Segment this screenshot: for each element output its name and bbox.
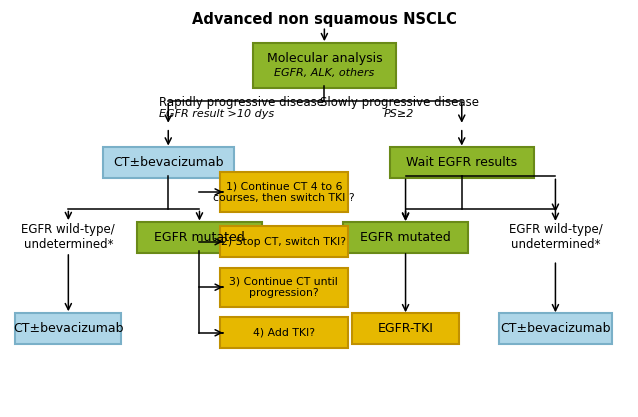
Text: 2) Stop CT, switch TKI?: 2) Stop CT, switch TKI? xyxy=(221,236,346,246)
FancyBboxPatch shape xyxy=(15,313,121,344)
FancyBboxPatch shape xyxy=(219,268,348,307)
FancyBboxPatch shape xyxy=(352,313,459,344)
Text: EGFR wild-type/
undetermined*: EGFR wild-type/ undetermined* xyxy=(22,224,115,251)
FancyBboxPatch shape xyxy=(103,147,234,178)
Text: Wait EGFR results: Wait EGFR results xyxy=(406,156,517,169)
Text: CT±bevacizumab: CT±bevacizumab xyxy=(500,322,611,335)
Text: Rapidly progressive disease: Rapidly progressive disease xyxy=(159,96,324,109)
FancyBboxPatch shape xyxy=(219,172,348,211)
Text: CT±bevacizumab: CT±bevacizumab xyxy=(13,322,124,335)
Text: Molecular analysis: Molecular analysis xyxy=(267,53,382,65)
Text: CT±bevacizumab: CT±bevacizumab xyxy=(113,156,223,169)
Text: EGFR-TKI: EGFR-TKI xyxy=(378,322,433,335)
FancyBboxPatch shape xyxy=(137,222,262,253)
Text: EGFR mutated: EGFR mutated xyxy=(360,231,451,244)
FancyBboxPatch shape xyxy=(219,226,348,257)
FancyBboxPatch shape xyxy=(219,317,348,348)
Text: 1) Continue CT 4 to 6
courses, then switch TKI ?: 1) Continue CT 4 to 6 courses, then swit… xyxy=(213,181,355,203)
Text: Advanced non squamous NSCLC: Advanced non squamous NSCLC xyxy=(192,12,457,27)
Text: EGFR mutated: EGFR mutated xyxy=(154,231,245,244)
FancyBboxPatch shape xyxy=(343,222,468,253)
FancyBboxPatch shape xyxy=(499,313,612,344)
Text: 3) Continue CT until
progression?: 3) Continue CT until progression? xyxy=(230,276,338,298)
Text: EGFR result >10 dys: EGFR result >10 dys xyxy=(159,109,274,119)
Text: Slowly progressive disease: Slowly progressive disease xyxy=(320,96,478,109)
Text: 4) Add TKI?: 4) Add TKI? xyxy=(253,328,315,338)
FancyBboxPatch shape xyxy=(253,43,396,88)
Text: EGFR wild-type/
undetermined*: EGFR wild-type/ undetermined* xyxy=(508,224,602,251)
Text: EGFR, ALK, others: EGFR, ALK, others xyxy=(274,68,375,78)
FancyBboxPatch shape xyxy=(390,147,533,178)
Text: PS≥2: PS≥2 xyxy=(384,109,415,119)
